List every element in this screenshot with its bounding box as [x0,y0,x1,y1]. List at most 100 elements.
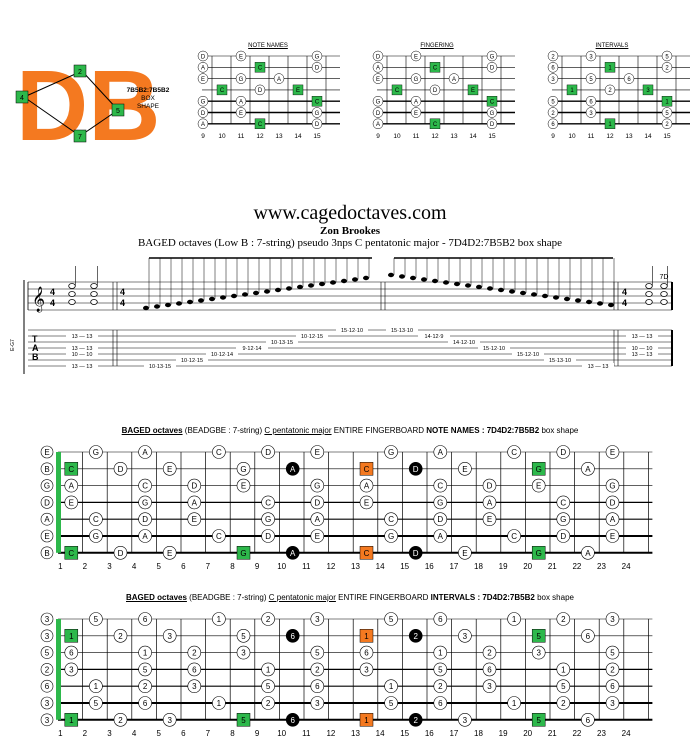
mini-note-label: 2 [551,111,555,117]
mini-note-label: 6 [551,66,555,72]
board-note-label: 3 [487,682,492,691]
board-note-circle [187,512,202,526]
board-note-circle [261,612,275,626]
logo-caption-2: BOX [141,95,155,102]
mini-note-circle [547,95,559,107]
run-note-up [264,289,270,294]
mini-root-square [429,118,441,130]
board-fret-number: 4 [132,562,137,571]
board-note-label: 3 [192,682,197,691]
board-note-circle [310,696,325,710]
mini-diagram-fingering: 9 10 11 12 13 14 15 D E G A C D E G A C D E G A C D E G A C D [372,50,515,140]
board-note-label: D [610,498,616,507]
board-fret-number: 16 [425,562,434,571]
board-note-label: 2 [438,682,443,691]
mini-note-circle [372,118,384,130]
board-note-label: C [216,448,222,457]
board-note-circle [433,529,448,543]
tab-number-bg [266,339,298,345]
run-note-up [275,287,281,293]
mini-fret-number: 12 [256,133,264,140]
board-note-circle [531,645,546,660]
mini-fret-number: 11 [588,133,595,140]
chord-note [90,283,98,289]
mini-note-label: C [220,88,225,94]
mini-note-circle [311,62,323,73]
mini-note-circle [197,50,209,62]
tab-number: 13 — 13 [588,364,609,370]
mini-note-circle [311,107,323,118]
chord-note [645,283,653,289]
open-string-label: 6 [45,682,50,691]
board-fret-number: 2 [83,729,88,738]
board-note-label: A [610,515,616,524]
board-note-label: D [265,448,271,457]
tab-letter: T [32,334,38,344]
board-note-label: 1 [364,716,369,725]
mini-fret-number: 10 [393,133,401,140]
board-fret-number: 24 [622,562,631,571]
board-note-circle [285,461,300,476]
mini-note-circle [197,62,209,73]
mini-note-circle [197,73,209,84]
board-note-label: 1 [69,632,74,641]
mini-note-circle [486,62,498,73]
mini-fret-number: 10 [218,133,226,140]
mini-title-note-names: NOTE NAMES [248,43,288,49]
board-note-label: 6 [610,682,615,691]
run-note-down [597,301,603,306]
board-note-label: 5 [266,682,271,691]
board-note-circle [605,662,620,677]
board-note-circle [138,612,152,626]
board-note-circle [64,495,79,510]
board-note-circle [138,679,152,693]
mini-note-label: 2 [551,54,555,60]
board-note-circle [556,529,571,543]
board-root-square [531,713,546,727]
tab-number: 15·12·10 [341,328,363,334]
tab-number-bg [418,333,450,339]
board-note-label: G [609,482,615,491]
mini-note-circle [235,50,247,62]
board-note-circle [138,512,152,526]
mini-note-label: 3 [646,88,650,94]
run-note-down [575,298,581,303]
nut [56,619,61,720]
mini-note-label: 6 [551,122,555,128]
subtitle: BAGED octaves (Low B : 7-string) pseudo … [137,237,563,249]
board-fret-number: 7 [206,562,211,571]
board-note-label: 5 [610,649,615,658]
board-note-label: 1 [69,716,74,725]
mini-note-label: 3 [589,111,593,117]
mini-root-square [642,84,654,96]
board-fret-number: 1 [58,562,63,571]
board-note-label: 2 [266,615,271,624]
board-note-circle [113,628,128,643]
board-note-label: G [314,482,320,491]
board-note-circle [408,713,423,727]
board-note-circle [556,679,571,693]
board-note-circle [236,461,251,476]
board-note-circle [384,696,398,710]
tab-number-bg [336,327,368,333]
board-note-circle [458,713,472,727]
mini-note-circle [273,73,285,84]
board-fret-number: 23 [597,729,606,738]
open-string-circle [40,679,54,693]
board-note-circle [556,495,571,510]
mini-note-label: D [315,122,320,128]
open-string-label: E [44,448,49,457]
tab-number: 15·12·10 [517,352,539,358]
mini-note-label: 3 [589,54,593,60]
board-note-label: 5 [389,699,394,708]
mini-note-label: A [376,66,380,72]
board-note-circle [359,662,374,677]
board-fret-number: 11 [302,562,311,571]
board-note-circle [162,628,177,643]
tab-number-bg [66,333,98,339]
board-note-label: 1 [438,649,443,658]
time-sig-bottom: 4 [50,298,55,308]
board-fret-number: 15 [400,562,409,571]
tab-number: 15·12·10 [483,346,505,352]
board-note-circle [384,445,398,459]
